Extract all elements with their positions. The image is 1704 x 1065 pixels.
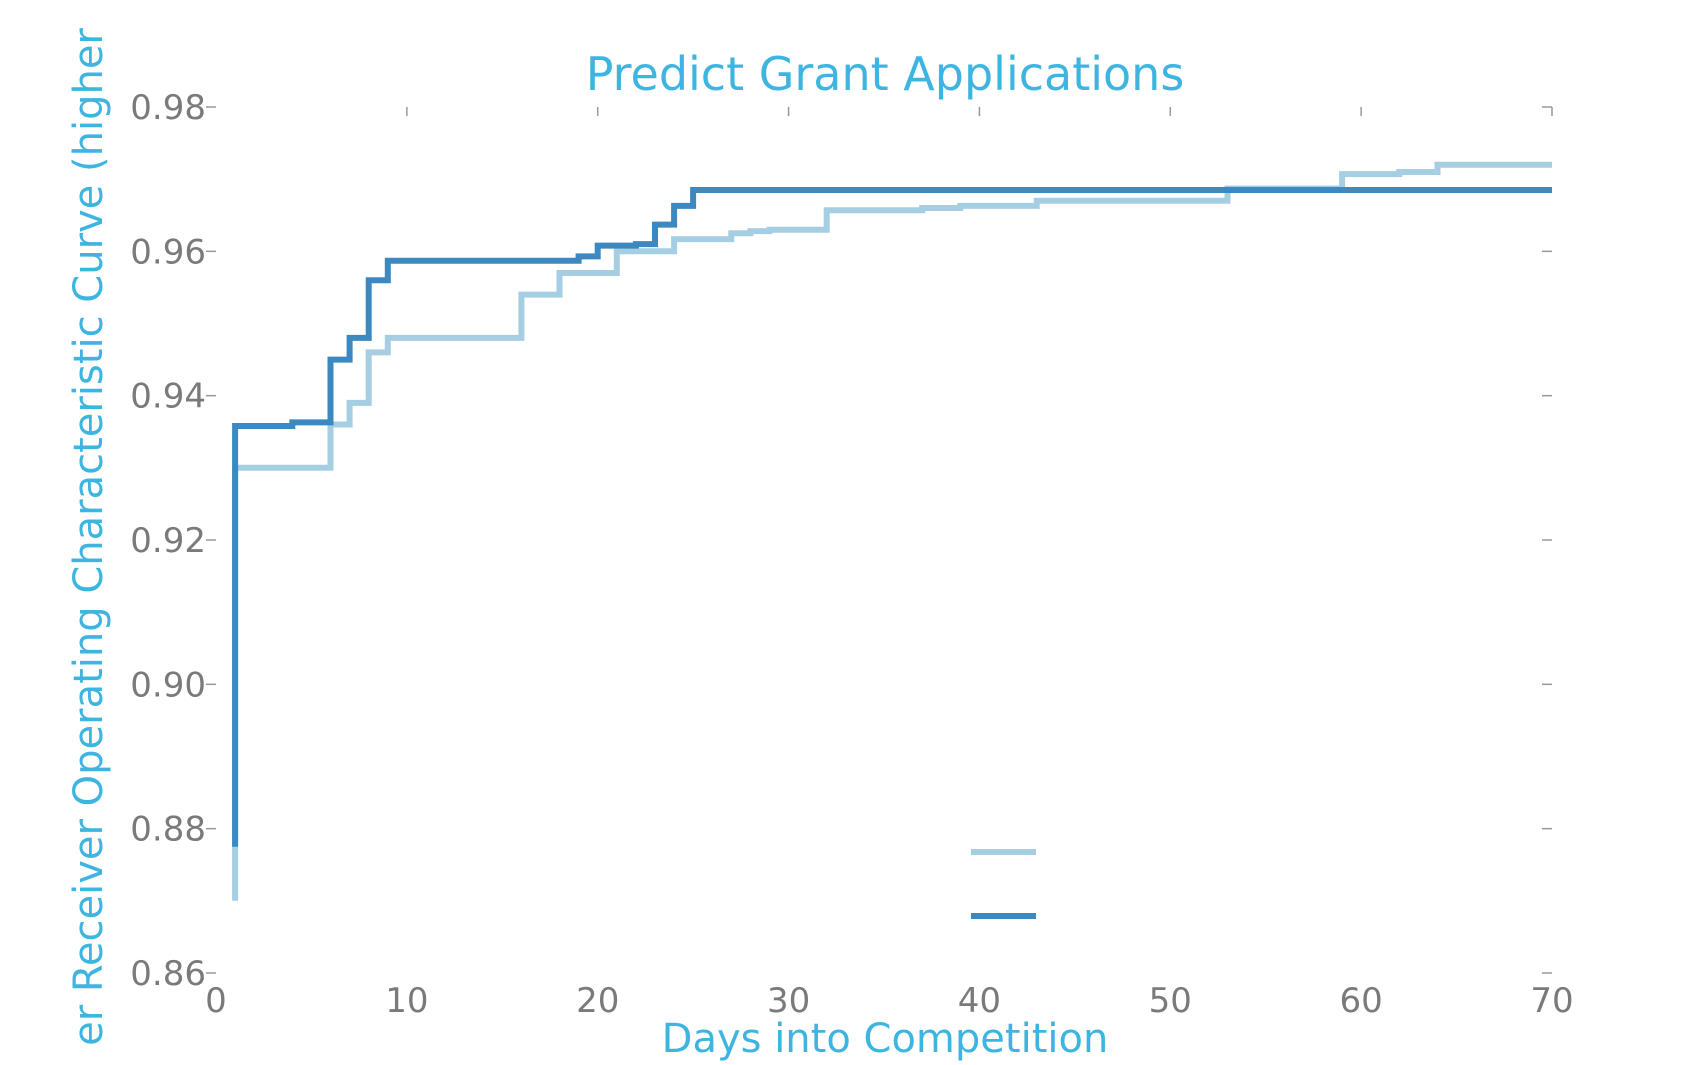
- x-tick-label: 40: [958, 981, 1001, 1021]
- x-tick-label: 30: [767, 981, 810, 1021]
- y-tick-label: 0.98: [130, 88, 206, 128]
- x-tick-label: 50: [1149, 981, 1192, 1021]
- x-axis-label: Days into Competition: [662, 1016, 1109, 1062]
- y-tick-label: 0.94: [130, 377, 206, 417]
- x-tick-label: 60: [1340, 981, 1383, 1021]
- series-line-1: [232, 161, 1552, 901]
- y-tick-label: 0.96: [130, 232, 206, 272]
- y-tick-label: 0.86: [130, 954, 206, 994]
- plot-area: [232, 161, 1552, 901]
- x-tick-label: 0: [205, 981, 227, 1021]
- axes: 0 10 20 30 40 50 60 70 0.86 0.88 0.90 0.92 0.94 0.96 0…: [130, 88, 1573, 1021]
- y-axis-label: er Receiver Operating Characteristic Cur…: [66, 28, 112, 1046]
- x-tick-label: 70: [1530, 981, 1573, 1021]
- x-tick-label: 10: [385, 981, 428, 1021]
- y-tick-label: 0.92: [130, 521, 206, 561]
- legend: [971, 849, 1036, 919]
- y-tick-label: 0.90: [130, 665, 206, 705]
- x-tick-label: 20: [576, 981, 619, 1021]
- series-line-2: [232, 187, 1552, 847]
- chart-title: Predict Grant Applications: [586, 47, 1185, 101]
- y-tick-label: 0.88: [130, 810, 206, 850]
